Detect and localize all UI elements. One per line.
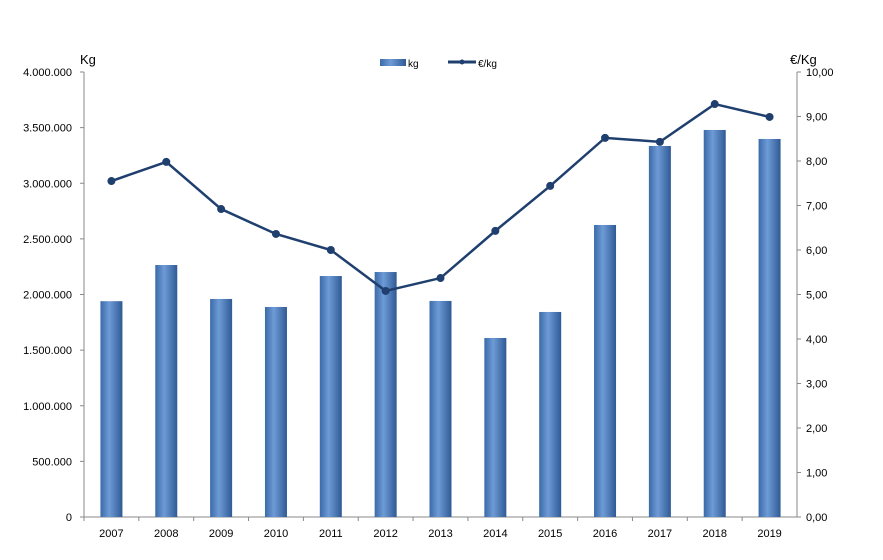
- right-tick-label: 6,00: [806, 245, 827, 257]
- x-tick-label: 2007: [99, 528, 123, 540]
- price-point-2010: [271, 229, 280, 238]
- price-point-2011: [326, 246, 335, 254]
- bar-2010: [264, 306, 287, 517]
- bar-2014: [484, 337, 507, 517]
- left-tick-label: 500.000: [32, 456, 72, 468]
- bar-2012: [374, 272, 397, 517]
- left-tick-label: 3.500.000: [23, 123, 72, 135]
- right-tick-label: 9,00: [806, 112, 827, 124]
- left-tick-label: 2.000.000: [23, 290, 72, 302]
- legend: kg €/kg: [380, 59, 497, 70]
- bar-2008: [155, 265, 178, 517]
- right-tick-label: 4,00: [806, 334, 827, 346]
- x-tick-label: 2011: [319, 528, 343, 540]
- bar-2013: [429, 300, 452, 517]
- x-tick-label: 2013: [428, 528, 452, 540]
- right-tick-label: 1,00: [806, 468, 827, 480]
- left-tick-label: 3.000.000: [23, 178, 72, 190]
- price-point-2018: [710, 100, 719, 109]
- bar-2015: [539, 311, 562, 517]
- right-tick-label: 3,00: [806, 379, 827, 391]
- bar-2017: [648, 145, 671, 517]
- legend-label-price: €/kg: [478, 59, 497, 70]
- bar-2011: [319, 276, 342, 517]
- x-tick-label: 2019: [757, 528, 781, 540]
- price-point-2017: [655, 137, 664, 146]
- bar-2007: [100, 301, 123, 517]
- bar-2018: [703, 129, 726, 517]
- right-tick-label: 8,00: [806, 156, 827, 168]
- right-tick-label: 5,00: [806, 290, 827, 302]
- right-tick-label: 10,00: [806, 67, 834, 79]
- price-point-2019: [765, 112, 774, 121]
- left-tick-label: 2.500.000: [23, 234, 72, 246]
- legend-swatch-kg: [380, 59, 406, 66]
- right-tick-label: 2,00: [806, 423, 827, 435]
- x-tick-label: 2017: [648, 528, 672, 540]
- left-tick-label: 4.000.000: [23, 67, 72, 79]
- legend-marker-price: [459, 59, 465, 65]
- price-point-2013: [436, 274, 445, 283]
- left-tick-label: 1.500.000: [23, 345, 72, 357]
- x-tick-label: 2015: [538, 528, 562, 540]
- bar-2009: [210, 298, 233, 517]
- price-point-2008: [162, 157, 171, 166]
- price-point-2007: [107, 177, 116, 186]
- price-point-2009: [217, 205, 226, 214]
- x-tick-label: 2012: [373, 528, 397, 540]
- price-point-2014: [491, 226, 500, 235]
- left-axis-title: Kg: [80, 52, 96, 67]
- price-point-2016: [601, 133, 610, 142]
- right-tick-label: 7,00: [806, 201, 827, 213]
- bar-2016: [594, 224, 617, 517]
- x-tick-label: 2014: [483, 528, 507, 540]
- price-point-2012: [381, 286, 390, 295]
- legend-label-kg: kg: [408, 59, 419, 70]
- right-axis-title: €/Kg: [790, 52, 817, 67]
- price-point-2015: [546, 181, 555, 190]
- bar-2019: [758, 138, 781, 517]
- x-tick-label: 2018: [702, 528, 726, 540]
- right-tick-label: 0,00: [806, 512, 827, 524]
- left-tick-label: 0: [66, 512, 72, 524]
- x-tick-label: 2008: [154, 528, 178, 540]
- x-tick-label: 2009: [209, 528, 233, 540]
- left-tick-label: 1.000.000: [23, 401, 72, 413]
- x-tick-label: 2016: [593, 528, 617, 540]
- x-tick-label: 2010: [264, 528, 288, 540]
